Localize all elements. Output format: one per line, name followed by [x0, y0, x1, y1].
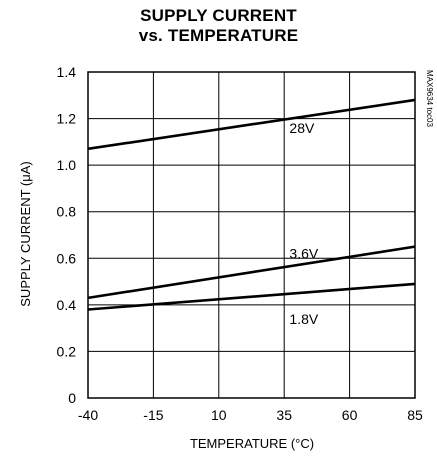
x-axis-label: TEMPERATURE (°C) [190, 436, 314, 451]
y-tick-label: 0 [68, 390, 76, 406]
series-label: 28V [289, 120, 315, 136]
series-line [87, 245, 416, 300]
chart-title-line-2: vs. TEMPERATURE [138, 26, 299, 45]
grid-layer [87, 71, 416, 399]
series-labels: 28V 3.6V 1.8V [289, 120, 318, 327]
y-tick-label: 0.6 [57, 250, 77, 266]
y-tick-label: 1.0 [57, 157, 77, 173]
x-tick-label: 85 [407, 407, 423, 423]
y-tick-label: 0.2 [57, 343, 77, 359]
series-line [87, 98, 416, 151]
series-label: 3.6V [289, 246, 318, 262]
x-tick-label: -15 [143, 407, 163, 423]
series-line [87, 282, 416, 311]
series-label: 1.8V [289, 311, 318, 327]
x-tick-label: -40 [78, 407, 98, 423]
y-tick-labels: 0 0.2 0.4 0.6 0.8 1.0 1.2 1.4 [57, 64, 77, 406]
y-tick-label: 1.2 [57, 111, 77, 127]
plot-frame [87, 71, 416, 399]
y-tick-label: 0.4 [57, 297, 77, 313]
side-label: MAX9634 toc03 [425, 70, 434, 127]
chart-title-line-1: SUPPLY CURRENT [140, 6, 297, 25]
series-layer [87, 98, 416, 311]
x-tick-label: 60 [342, 407, 358, 423]
x-tick-labels: -40 -15 10 35 60 85 [78, 407, 423, 423]
x-tick-label: 35 [276, 407, 292, 423]
y-tick-label: 1.4 [57, 64, 77, 80]
x-tick-label: 10 [211, 407, 227, 423]
y-axis-label: SUPPLY CURRENT (μA) [18, 161, 33, 306]
y-tick-label: 0.8 [57, 204, 77, 220]
